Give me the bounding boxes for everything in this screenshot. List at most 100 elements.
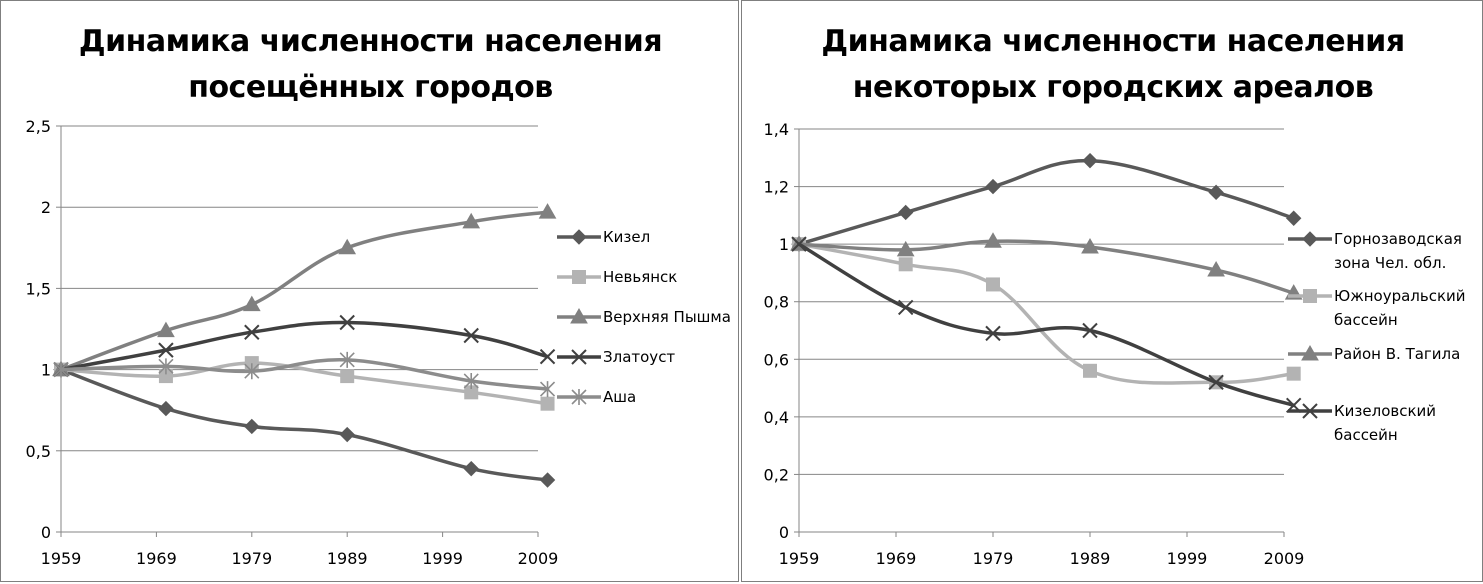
data-point bbox=[1082, 322, 1098, 339]
series-line bbox=[59, 210, 550, 372]
data-point bbox=[897, 299, 914, 316]
legend-marker bbox=[570, 307, 588, 324]
legend-marker bbox=[571, 389, 587, 405]
legend-label: Кизеловский bbox=[1334, 402, 1436, 420]
x-tick-label: 1979 bbox=[973, 549, 1014, 568]
data-point bbox=[898, 257, 913, 272]
data-point bbox=[463, 372, 479, 389]
y-tick-label: 0,8 bbox=[764, 293, 789, 312]
legend-item: Верхняя Пышма bbox=[557, 307, 731, 326]
gridlines bbox=[794, 128, 1284, 533]
chart-panel-left: Динамика численности населения посещённы… bbox=[0, 0, 739, 582]
legend-marker bbox=[1302, 231, 1318, 247]
series-горнозаводская-зона-чел-обл bbox=[791, 152, 1302, 252]
legend-label: Кизел bbox=[603, 228, 650, 246]
legend-item: Район В. Тагила bbox=[1288, 344, 1460, 363]
legend-label: Южноуральский bbox=[1334, 287, 1466, 305]
data-point bbox=[896, 240, 915, 257]
chart-title: Динамика численности населения посещённы… bbox=[1, 19, 740, 111]
legend-item: Аша bbox=[557, 388, 636, 406]
series-невьянск bbox=[54, 356, 555, 411]
data-point bbox=[1208, 184, 1224, 201]
x-tick-label: 1959 bbox=[41, 549, 82, 568]
legend-label: бассейн bbox=[1334, 426, 1398, 444]
legend-item: Златоуст bbox=[557, 348, 675, 366]
legend-label: Верхняя Пышма bbox=[603, 308, 731, 326]
y-tick-label: 0,2 bbox=[764, 465, 789, 484]
x-tick-label: 2009 bbox=[518, 549, 559, 568]
x-axis-labels: 1959 1969 1979 1989 1999 2009 bbox=[779, 532, 1305, 568]
y-tick-label: 1,5 bbox=[26, 279, 51, 298]
legend-marker bbox=[1302, 403, 1318, 419]
series-line bbox=[797, 158, 1296, 246]
data-point bbox=[339, 426, 355, 443]
legend-label: Горнозаводская bbox=[1334, 230, 1462, 248]
legend-marker bbox=[1301, 344, 1319, 361]
data-point bbox=[244, 324, 260, 340]
x-tick-label: 2009 bbox=[1264, 549, 1305, 568]
line-chart-cities: 0 0,5 1 1,5 2 2,5 1959 1969 1979 1989 1999 2009 Кизе… bbox=[26, 117, 731, 568]
y-tick-label: 0,6 bbox=[764, 350, 789, 369]
data-point bbox=[244, 363, 260, 380]
chart-title: Динамика численности населения некоторых… bbox=[742, 19, 1483, 111]
data-point bbox=[338, 238, 357, 255]
y-tick-label: 0,5 bbox=[26, 442, 51, 461]
data-point bbox=[539, 348, 556, 365]
data-point bbox=[463, 460, 479, 477]
x-tick-label: 1999 bbox=[422, 549, 463, 568]
legend-marker bbox=[572, 270, 586, 284]
y-axis-labels: 0 0,2 0,4 0,6 0,8 1 1,2 1,4 bbox=[764, 120, 789, 542]
data-point bbox=[985, 325, 1001, 342]
data-point bbox=[242, 295, 261, 312]
y-tick-label: 0,4 bbox=[764, 408, 789, 427]
y-tick-label: 0 bbox=[41, 523, 51, 542]
data-point bbox=[53, 361, 69, 378]
series-верхняя-пышма bbox=[52, 203, 557, 377]
chart-title-line-1: Динамика численности населения bbox=[78, 24, 663, 59]
data-point bbox=[1081, 238, 1099, 254]
legend-item: Южноуральский бассейн bbox=[1288, 287, 1466, 329]
y-tick-label: 1 bbox=[41, 361, 51, 380]
data-point bbox=[462, 212, 481, 229]
series-аша bbox=[53, 351, 556, 398]
line-chart-areas: 0 0,2 0,4 0,6 0,8 1 1,2 1,4 1959 1969 1979 1989 1999… bbox=[764, 120, 1466, 568]
x-tick-label: 1969 bbox=[876, 549, 917, 568]
data-point bbox=[157, 321, 175, 338]
legend: Кизел Невьянск Верхняя Пышма Златоуст Аша bbox=[557, 228, 731, 406]
data-point bbox=[244, 418, 260, 435]
legend-label: Аша bbox=[603, 388, 636, 406]
data-point bbox=[158, 358, 174, 375]
data-point bbox=[1082, 152, 1098, 169]
x-tick-label: 1989 bbox=[327, 549, 368, 568]
legend-label: зона Чел. обл. bbox=[1334, 254, 1446, 272]
chart-panel-right: Динамика численности населения некоторых… bbox=[741, 0, 1483, 582]
legend-item: Кизел bbox=[557, 228, 650, 246]
legend-marker bbox=[571, 229, 587, 245]
y-tick-label: 1 bbox=[779, 235, 789, 254]
data-point bbox=[539, 472, 556, 488]
data-point bbox=[1207, 261, 1225, 277]
data-point bbox=[340, 369, 355, 384]
data-point bbox=[539, 381, 556, 398]
legend: Горнозаводская зона Чел. обл. Южноуральски… bbox=[1288, 230, 1466, 444]
y-tick-label: 0 bbox=[779, 523, 789, 542]
legend-marker bbox=[571, 349, 587, 365]
gridlines bbox=[56, 125, 538, 533]
data-point bbox=[985, 178, 1001, 195]
x-tick-label: 1999 bbox=[1167, 549, 1208, 568]
data-point bbox=[897, 204, 914, 221]
x-axis-labels: 1959 1969 1979 1989 1999 2009 bbox=[41, 532, 559, 568]
data-point bbox=[538, 203, 557, 219]
legend-label: Район В. Тагила bbox=[1334, 345, 1460, 363]
chart-title-line-2: некоторых городских ареалов bbox=[852, 70, 1374, 105]
data-point bbox=[463, 327, 479, 344]
data-point bbox=[1286, 366, 1301, 381]
y-tick-label: 2 bbox=[41, 198, 51, 217]
series-кизеловский-бассейн bbox=[791, 236, 1302, 414]
series-line bbox=[797, 242, 1296, 385]
data-point bbox=[1083, 363, 1097, 378]
legend-label: Невьянск bbox=[603, 268, 677, 286]
legend-item: Горнозаводская зона Чел. обл. bbox=[1288, 230, 1462, 272]
x-tick-label: 1959 bbox=[779, 549, 820, 568]
data-point bbox=[986, 277, 1000, 292]
